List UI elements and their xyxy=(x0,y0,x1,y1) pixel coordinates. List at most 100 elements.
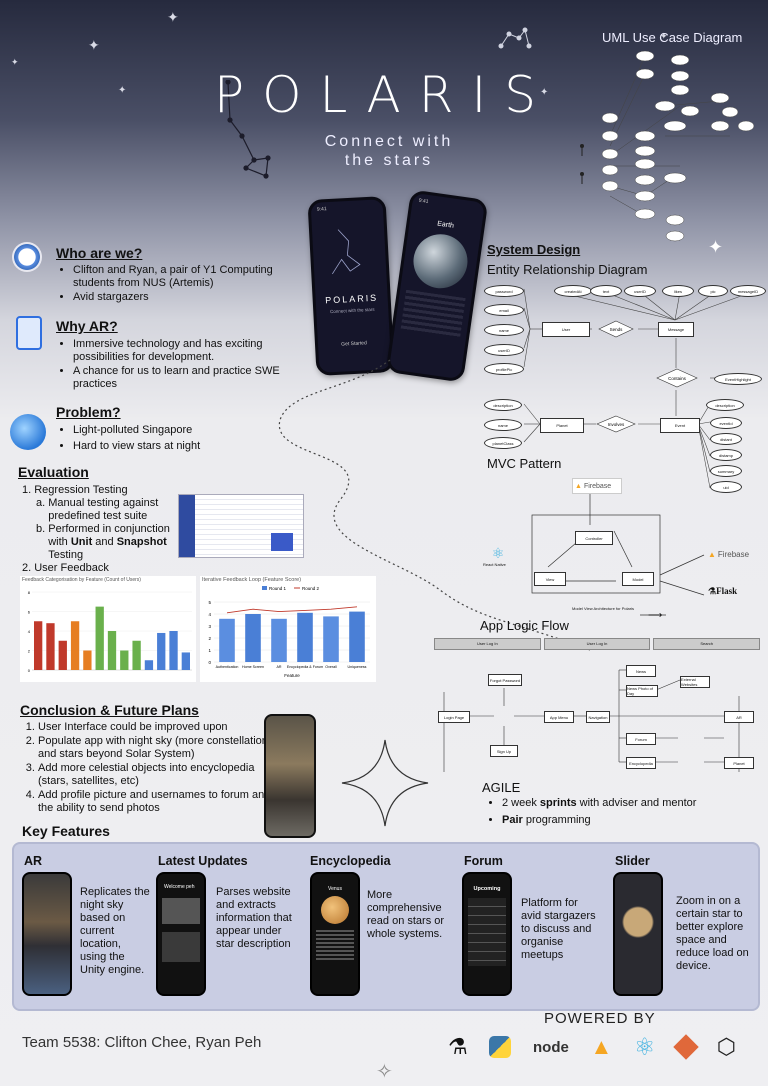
who-title: Who are we? xyxy=(56,245,143,261)
tick-label: 4 xyxy=(208,612,211,617)
feature-title: AR xyxy=(24,854,43,868)
tagline-line: Connect with xyxy=(324,133,454,150)
erd-attr: eventId xyxy=(710,417,742,429)
list-item: Immersive technology and has exciting po… xyxy=(73,338,288,364)
feature-desc: Parses website and extracts information … xyxy=(216,886,292,950)
flow-box: News Photo of Day xyxy=(626,685,658,697)
erd-attr: description xyxy=(706,399,744,411)
uml-title: UML Use Case Diagram xyxy=(602,30,743,45)
mvc-title: MVC Pattern xyxy=(487,456,562,471)
flow-lane: Search xyxy=(653,638,761,650)
eval-text: Regression Testing xyxy=(34,484,128,496)
erd-attr: name xyxy=(484,419,522,431)
bar xyxy=(95,606,104,670)
evaluation-title: Evaluation xyxy=(18,464,89,480)
eval-sub-item: b. Performed in conjunction with Unit an… xyxy=(22,523,182,562)
list-item: Add more celestial objects into encyclop… xyxy=(38,762,274,788)
erd-attr: userID xyxy=(624,285,656,297)
legend-label: Round 2 xyxy=(302,586,320,591)
bar xyxy=(271,618,287,662)
bar xyxy=(323,616,339,662)
flow-box: Login Page xyxy=(438,711,470,723)
react-native-label: React Native xyxy=(483,562,506,567)
flask-icon: ⚗ xyxy=(708,586,717,596)
bar xyxy=(83,650,92,670)
chart-feedback-categorisation: Feedback Categorisation by Feature (Coun… xyxy=(20,576,196,682)
bold-part: Pair xyxy=(502,814,523,826)
mvc-caption: Model View Architecture for Polaris xyxy=(572,606,634,611)
erd-entity-user: User xyxy=(542,322,590,337)
unity-icon: ⬡ xyxy=(716,1034,736,1059)
tech-logos: ⚗ node ▲ ⚛ ⬡ xyxy=(448,1030,736,1064)
flow-box: News xyxy=(626,665,656,677)
conclusion-list: User Interface could be improved upon Po… xyxy=(22,721,274,816)
tick-label: 0 xyxy=(28,668,31,673)
erd-attr: description xyxy=(484,399,522,411)
erd-attr: text xyxy=(590,285,622,297)
erd-attr: planetClass xyxy=(484,437,522,449)
list-item: Populate app with night sky (more conste… xyxy=(38,735,274,761)
tick-label: 6 xyxy=(28,610,31,615)
feature-title: Encyclopedia xyxy=(310,854,391,868)
erd-attr: distamp xyxy=(710,449,742,461)
axis-label: Feature xyxy=(284,673,300,678)
bar xyxy=(34,621,43,670)
eval-bold: Snapshot xyxy=(116,536,167,548)
erd-attr: createdAt xyxy=(554,285,592,297)
firebase-icon: ▲ xyxy=(708,550,716,559)
feature-title: Slider xyxy=(615,854,650,868)
eval-text: Performed in conjunction with Unit and S… xyxy=(48,523,182,562)
chart-title: Feedback Categorisation by Feature (Coun… xyxy=(22,577,141,583)
bar xyxy=(70,621,80,670)
mvc-controller: Controller xyxy=(575,531,613,545)
who-list: Clifton and Ryan, a pair of Y1 Computing… xyxy=(57,264,298,305)
arrow-icon: ⟶ xyxy=(648,610,663,621)
text-part: programming xyxy=(522,814,591,826)
tick-label: 8 xyxy=(28,590,31,595)
bar xyxy=(107,631,117,670)
flow-box: Navigation xyxy=(586,711,610,723)
erd-entity-message: Message xyxy=(658,322,694,337)
mvc-model: Model xyxy=(622,572,654,586)
git-icon xyxy=(673,1034,699,1060)
erd-attr: pic xyxy=(698,285,728,297)
phone-mockup-home: 9:41 POLARIS Connect with the stars Get … xyxy=(307,196,395,376)
phone-ar-photo xyxy=(264,714,316,838)
poster-title: POLARIS xyxy=(214,66,554,124)
category-label: AR xyxy=(277,665,282,669)
erd-entity-planet: Planet xyxy=(540,418,584,433)
python-icon xyxy=(489,1036,512,1058)
screen-title: Welcome peh xyxy=(164,884,195,890)
bar xyxy=(245,614,261,662)
status-time: 9:41 xyxy=(418,197,429,205)
legend-label: Round 1 xyxy=(269,586,287,591)
flow-box: Encyclopedia xyxy=(626,757,656,769)
eval-text-part: Testing xyxy=(48,549,84,561)
tick-label: 5 xyxy=(208,600,211,605)
test-suite-screenshot xyxy=(178,494,304,558)
category-label: Uniqueness xyxy=(348,665,367,669)
conclusion-title: Conclusion & Future Plans xyxy=(20,702,199,718)
bar xyxy=(144,660,154,670)
erd-attr: password xyxy=(484,285,524,297)
tick-label: 0 xyxy=(208,660,211,665)
legend: Round 1 Round 2 xyxy=(262,586,320,591)
list-item: Pair programming xyxy=(502,812,742,828)
feature-phone-forum: Upcoming xyxy=(462,872,512,996)
feature-phone-updates: Welcome peh xyxy=(156,872,206,996)
list-item: 2 week sprints with adviser and mentor xyxy=(502,795,742,811)
feature-title: Forum xyxy=(464,854,503,868)
why-list: Immersive technology and has exciting po… xyxy=(57,338,288,392)
flask-icon: ⚗ xyxy=(448,1034,468,1059)
erd-attr: name xyxy=(484,324,524,336)
flow-box: Forum xyxy=(626,733,656,745)
erd-label: Contains xyxy=(668,376,687,381)
tagline-line: the stars xyxy=(344,152,434,169)
erd-attr: userID xyxy=(484,344,524,356)
get-started-button[interactable]: Get Started xyxy=(341,340,367,348)
flow-lines xyxy=(443,669,740,772)
erd-attr: uid xyxy=(710,481,742,493)
tagline: Connect with the stars xyxy=(0,132,768,170)
category-label: Encyclopedia & Forum xyxy=(287,665,323,669)
tick-label: 2 xyxy=(28,649,31,654)
